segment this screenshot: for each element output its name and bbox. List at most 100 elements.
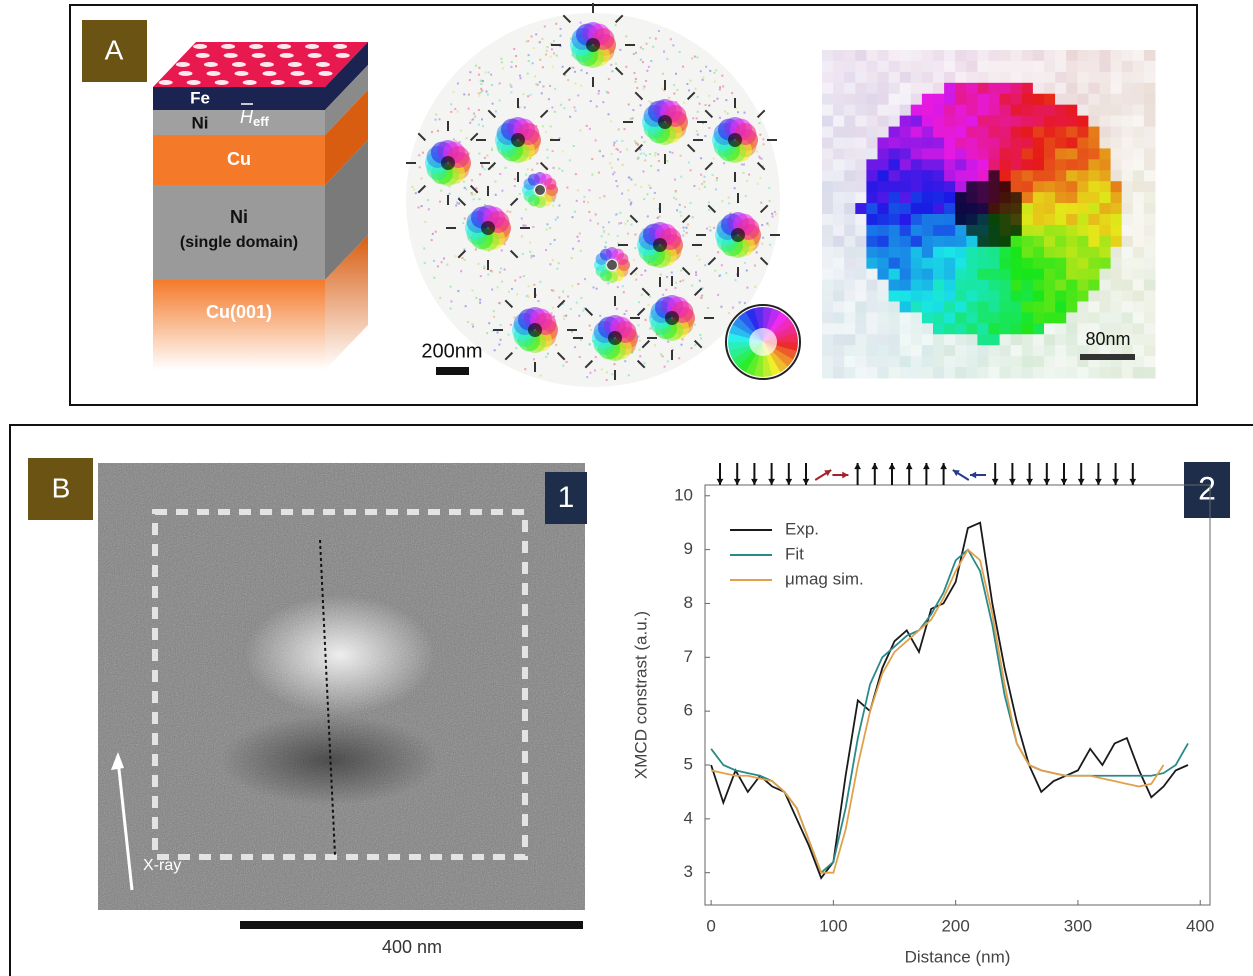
pixel <box>966 60 978 73</box>
pixel <box>822 214 834 226</box>
speckle <box>480 79 483 82</box>
pixel <box>1132 246 1145 259</box>
pixel <box>955 312 967 324</box>
pixel <box>1132 104 1145 117</box>
pixel <box>1121 345 1134 357</box>
speckle <box>594 213 597 216</box>
speckle <box>561 65 564 68</box>
pixel <box>944 104 956 117</box>
pixel <box>1132 82 1145 95</box>
pixel <box>999 71 1012 84</box>
pixel <box>844 203 856 215</box>
pixel <box>944 323 956 335</box>
speckle <box>541 66 544 69</box>
pixel <box>888 159 901 171</box>
pixel <box>910 224 923 237</box>
speckle <box>552 166 555 169</box>
pixel <box>822 137 834 149</box>
pixel <box>899 235 912 248</box>
speckle <box>583 195 586 198</box>
pixel <box>855 93 867 106</box>
pixel <box>899 323 912 335</box>
pixel <box>944 50 956 62</box>
pixel <box>999 159 1012 171</box>
pixel <box>1088 246 1100 259</box>
dot <box>206 71 221 76</box>
speckle <box>623 128 626 131</box>
pixel <box>1088 268 1100 281</box>
pixel <box>977 301 989 313</box>
speckle <box>491 270 494 273</box>
pixel <box>1077 60 1089 73</box>
pixel <box>1088 104 1100 117</box>
speckle <box>493 315 496 318</box>
pixel <box>955 93 967 106</box>
speckle <box>669 38 672 41</box>
speckle <box>553 110 556 113</box>
pixel <box>855 137 867 149</box>
pixel <box>1021 50 1034 62</box>
speckle <box>432 259 435 262</box>
pixel <box>988 301 1001 313</box>
pixel <box>933 82 945 95</box>
pixel <box>944 224 956 237</box>
pixel <box>966 279 978 292</box>
pixel <box>1121 93 1134 106</box>
speckle <box>694 87 697 90</box>
pixel <box>1044 126 1056 138</box>
speckle <box>569 115 572 118</box>
pixel <box>1132 235 1145 248</box>
speckle <box>554 87 557 90</box>
pixel <box>855 192 867 204</box>
speckle <box>699 334 702 337</box>
pixel <box>977 235 989 248</box>
pixel <box>1055 257 1067 270</box>
speckle <box>567 79 570 82</box>
pixel <box>1077 257 1089 270</box>
pixel <box>888 235 901 248</box>
pixel <box>888 214 901 226</box>
pixel <box>877 93 890 106</box>
pixel <box>1088 71 1100 84</box>
speckle <box>522 224 525 227</box>
pixel <box>1088 345 1100 357</box>
speckle <box>726 112 729 115</box>
speckle <box>438 118 441 121</box>
y-tick-label: 10 <box>674 485 693 504</box>
moment-arrow <box>704 161 714 171</box>
speckle <box>653 154 656 157</box>
pixel <box>1077 235 1089 248</box>
pixel <box>888 126 901 138</box>
xray-arrow <box>116 759 134 891</box>
speckle <box>670 271 673 274</box>
pixel <box>1066 235 1078 248</box>
pixel <box>1077 159 1089 171</box>
pixel <box>1066 170 1078 182</box>
pixel <box>1032 246 1045 259</box>
pixel <box>1077 224 1089 237</box>
pixel <box>1132 93 1145 106</box>
pixel <box>1044 137 1056 149</box>
speckle <box>614 62 617 65</box>
speckle <box>539 280 542 283</box>
pixel <box>977 312 989 324</box>
speckle <box>450 103 453 106</box>
speckle <box>768 186 771 189</box>
pixel <box>833 312 845 324</box>
dot <box>249 44 264 49</box>
speckle <box>580 69 583 72</box>
pixel <box>1143 104 1156 117</box>
pixel <box>966 50 978 62</box>
pixel <box>1032 356 1045 368</box>
pixel <box>1066 224 1078 237</box>
pixel <box>888 257 901 270</box>
speckle <box>518 106 521 109</box>
speckle <box>690 347 693 350</box>
moment-arrow <box>614 14 624 24</box>
pixel <box>944 148 956 160</box>
speckle <box>558 167 561 170</box>
pixel <box>966 290 978 302</box>
pixel <box>877 279 890 292</box>
speckle <box>617 242 620 245</box>
speckle <box>588 324 591 327</box>
